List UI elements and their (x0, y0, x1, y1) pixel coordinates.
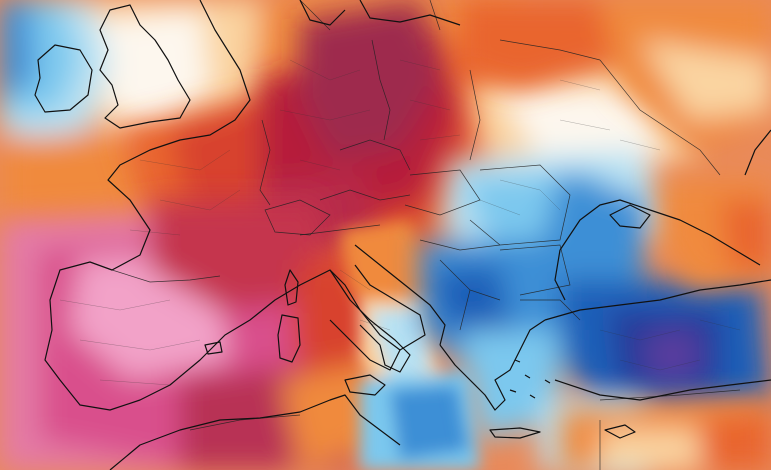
black-sea-coast (554, 199, 761, 301)
denmark-coast (299, 0, 461, 26)
egypt-peach (600, 430, 700, 470)
germany-poland-border (371, 39, 391, 141)
france-germany-border (259, 119, 271, 206)
caucasus-red (720, 200, 771, 270)
north-africa-coast (109, 394, 401, 470)
sicily-coast (344, 374, 386, 396)
belarus-border (499, 39, 601, 61)
east-warm-zone (460, 0, 771, 470)
switzerland-border (264, 199, 331, 236)
germany-austria-border (319, 189, 411, 201)
crete-coast (489, 427, 541, 439)
turkey-coast (544, 279, 771, 401)
coastlines (34, 0, 771, 470)
romania-border (469, 164, 571, 246)
britain-white (100, 10, 210, 130)
britain-coast (99, 4, 191, 129)
aegean-sky-blue (460, 330, 560, 440)
ukraine-white (500, 90, 660, 160)
regional-subdivisions (59, 59, 741, 386)
greece-turkey-border (520, 299, 581, 321)
anatolia-purple (645, 330, 700, 380)
russia-peach (640, 40, 771, 120)
continent-west-coast (44, 0, 401, 411)
balearic-coast (204, 341, 223, 355)
north-africa-border (189, 414, 301, 431)
sardinia-coast (277, 314, 301, 363)
italy-coast (329, 264, 426, 373)
central-med-blue (390, 385, 470, 460)
heat-crimson-core (300, 0, 440, 160)
bay-orange (0, 130, 160, 240)
caspian-coast (744, 129, 771, 176)
france-spain-border (111, 269, 221, 283)
bulgaria-border (499, 244, 571, 296)
adriatic-east-coast (354, 244, 446, 346)
aegean-islands (509, 359, 551, 399)
cyprus-coast (604, 424, 636, 439)
south-east-red (700, 410, 771, 470)
corsica-coast (284, 269, 299, 306)
italy-austria-border (299, 224, 381, 236)
baltic-red (460, 0, 620, 90)
atlantic-blue-edge (0, 0, 35, 100)
balkan-borders (419, 239, 501, 331)
crimea-coast (609, 204, 651, 229)
iberia-heat-zone (0, 200, 400, 470)
germany-czech-border (339, 139, 411, 171)
ukraine-russia-border (599, 59, 721, 176)
balkans-deep-blue (430, 265, 510, 340)
france-south-crimson (150, 200, 330, 310)
greece-coast (439, 319, 546, 411)
poland-ukraine-border (469, 69, 481, 161)
scandinavia-borders (299, 0, 441, 31)
ireland-coast (34, 44, 93, 113)
